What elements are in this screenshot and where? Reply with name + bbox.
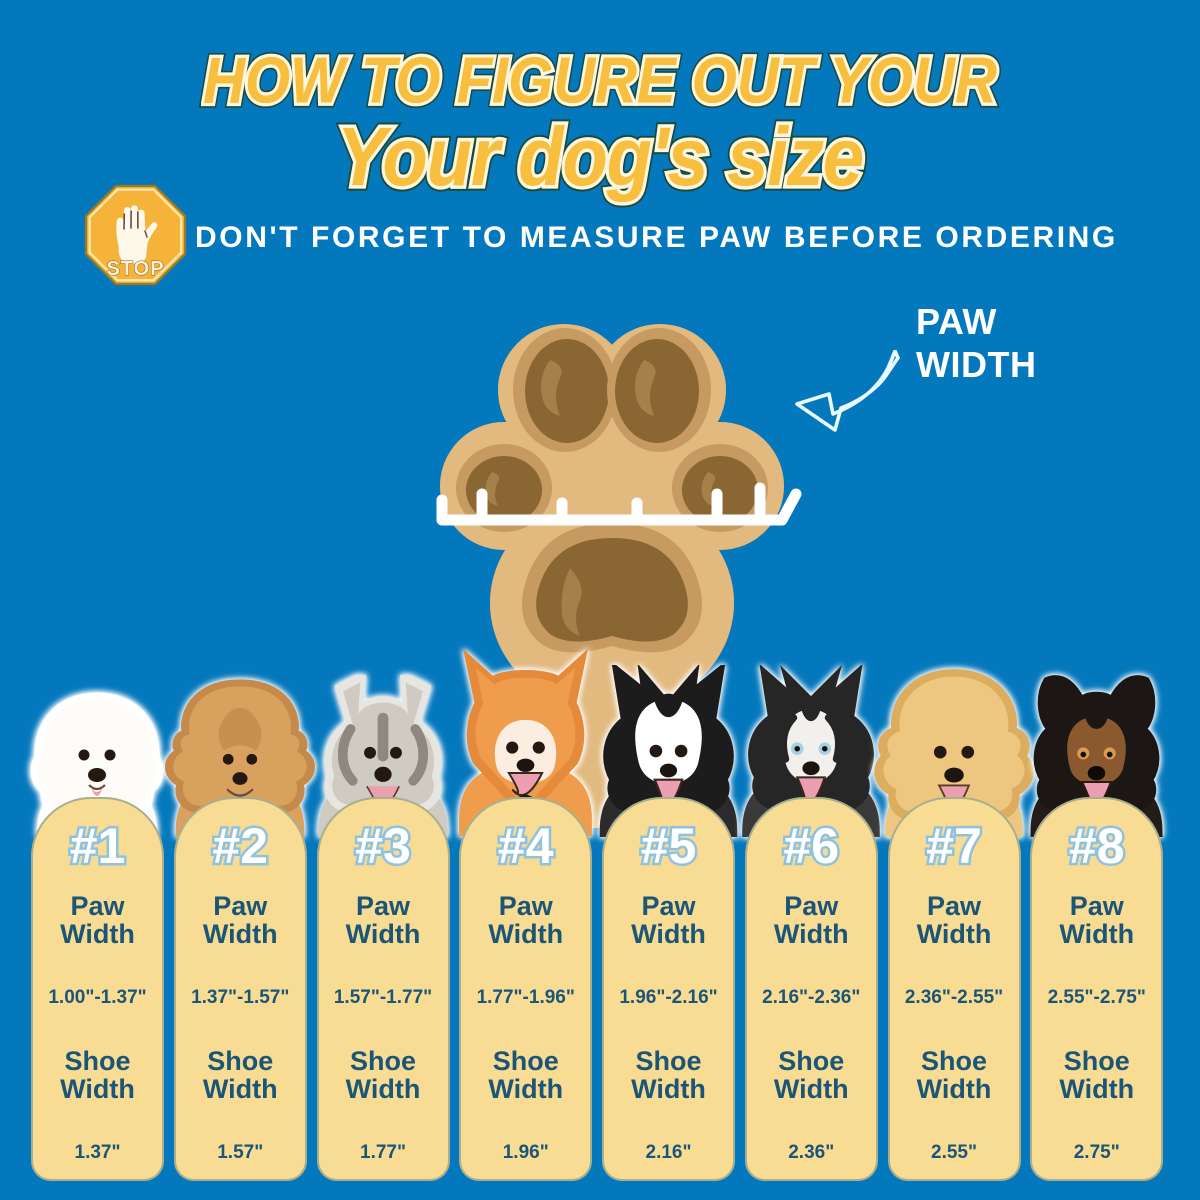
svg-text:STOP: STOP bbox=[106, 258, 164, 280]
